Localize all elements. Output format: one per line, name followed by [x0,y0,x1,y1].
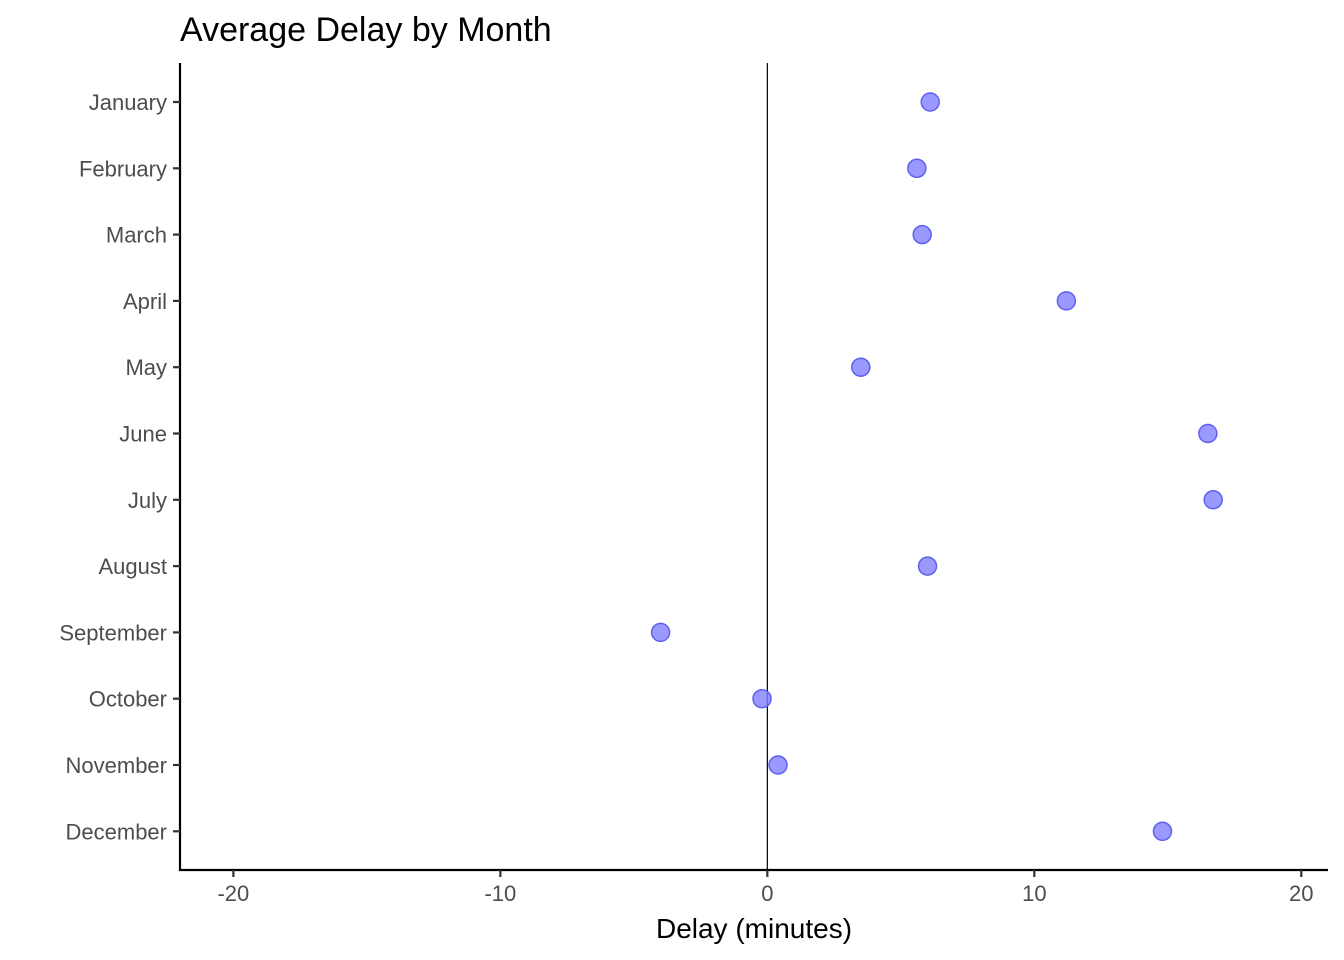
data-point-november [768,755,788,775]
y-tick-label: January [89,90,167,115]
data-point-july [1203,490,1223,510]
y-tick-label: July [128,488,167,513]
x-tick-label: 10 [1022,881,1046,906]
y-tick-label: October [89,687,167,712]
data-point-december [1152,821,1173,842]
data-point-september [650,622,671,643]
y-tick-label: June [119,422,167,447]
plot-area: -20 -10 0 10 20 January February March April May J… [59,63,1328,906]
data-point-january [920,92,940,112]
y-tick-label: March [106,223,167,248]
y-tick-label: May [125,355,167,380]
data-point-august [917,556,938,576]
y-tick-label: February [79,156,167,181]
x-tick-label: 0 [761,881,773,906]
y-tick-label: August [99,554,168,579]
y-tick-label: April [123,289,167,314]
data-point-february [907,158,927,179]
x-tick-label: 20 [1289,881,1313,906]
x-tick-label: -10 [484,881,516,906]
data-point-june [1198,423,1218,444]
y-tick-label: December [66,819,167,844]
y-tick-label: September [59,620,167,645]
data-point-october [752,688,772,709]
data-point-april [1056,291,1077,311]
data-point-march [912,224,932,245]
x-axis-title: Delay (minutes) [656,913,852,944]
y-tick-label: November [66,753,167,778]
x-tick-label: -20 [217,881,249,906]
chart-title: Average Delay by Month [180,11,552,49]
data-point-may [851,357,871,377]
